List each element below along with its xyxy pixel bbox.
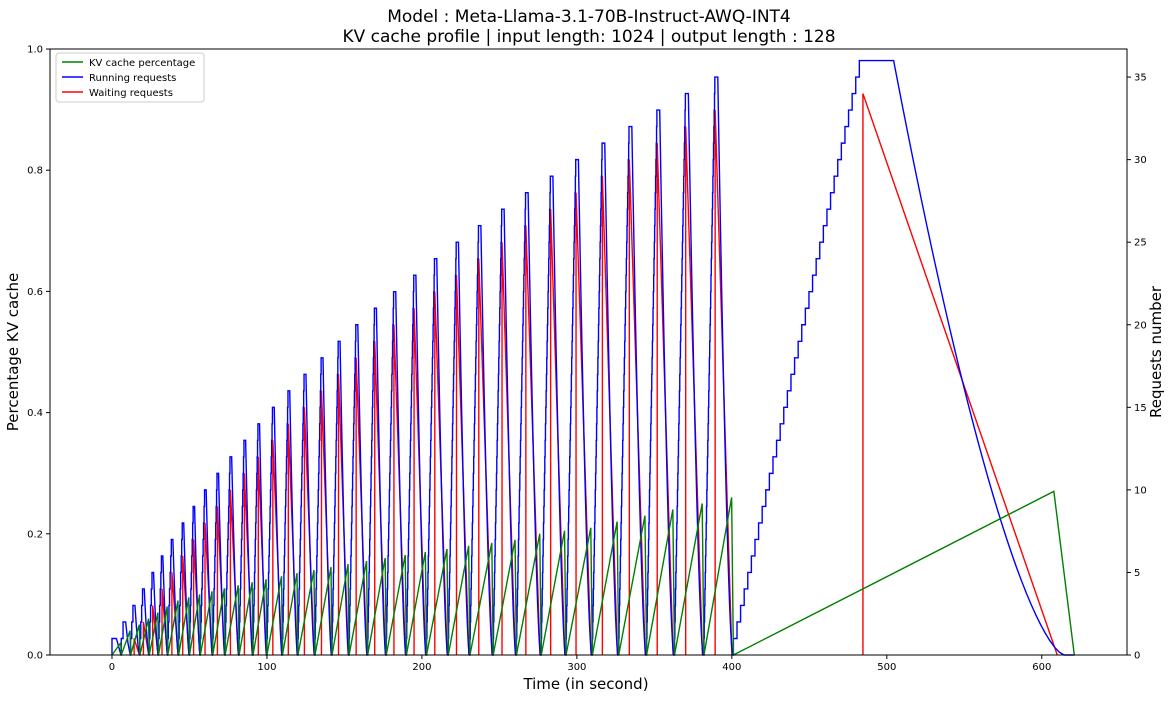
y-right-tick-label: 10 [1134,485,1147,496]
y-left-tick-label: 0.8 [27,166,43,177]
x-tick-label: 0 [109,662,115,673]
legend-frame [55,52,205,103]
chart-title-line-1: Model : Meta-Llama-3.1-70B-Instruct-AWQ-… [387,7,791,27]
y-axis-right-title: Requests number [1147,285,1165,418]
y-right-tick-label: 25 [1134,238,1147,249]
y-right-tick-label: 15 [1134,403,1147,414]
x-axis-title: Time (in second) [522,675,648,693]
series-kv-cache-percentage [111,490,1076,656]
axes-layer: 0 100 200 300 400 500 600 0.0 0.2 0.4 0.6 0.8 1.0 0 5 1… [27,45,1147,674]
x-tick-label: 500 [877,662,896,673]
y-right-tick-label: 5 [1134,568,1140,579]
legend-label-running: Running requests [89,73,176,84]
chart-title-line-2: KV cache profile | input length: 1024 | … [342,27,835,47]
y-right-tick-label: 30 [1134,155,1147,166]
x-tick-label: 600 [1032,662,1051,673]
x-tick-label: 400 [722,662,741,673]
y-left-tick-label: 0.0 [27,651,43,662]
y-left-tick-label: 0.6 [27,287,43,298]
x-tick-label: 200 [412,662,431,673]
series-layer [111,59,1076,656]
legend-label-waiting: Waiting requests [89,88,173,99]
legend-label-kv: KV cache percentage [89,58,195,69]
y-left-tick-label: 1.0 [27,45,43,56]
legend: KV cache percentage Running requests Wai… [55,52,205,103]
series-running-requests [111,59,1075,656]
y-right-tick-label: 35 [1134,73,1147,84]
x-tick-label: 100 [257,662,276,673]
plot-frame [49,48,1128,656]
y-left-tick-label: 0.4 [27,408,43,419]
y-right-tick-label: 0 [1134,651,1140,662]
y-right-tick-label: 20 [1134,320,1147,331]
y-left-tick-label: 0.2 [27,529,43,540]
x-tick-label: 300 [567,662,586,673]
y-axis-left-title: Percentage KV cache [4,273,22,431]
